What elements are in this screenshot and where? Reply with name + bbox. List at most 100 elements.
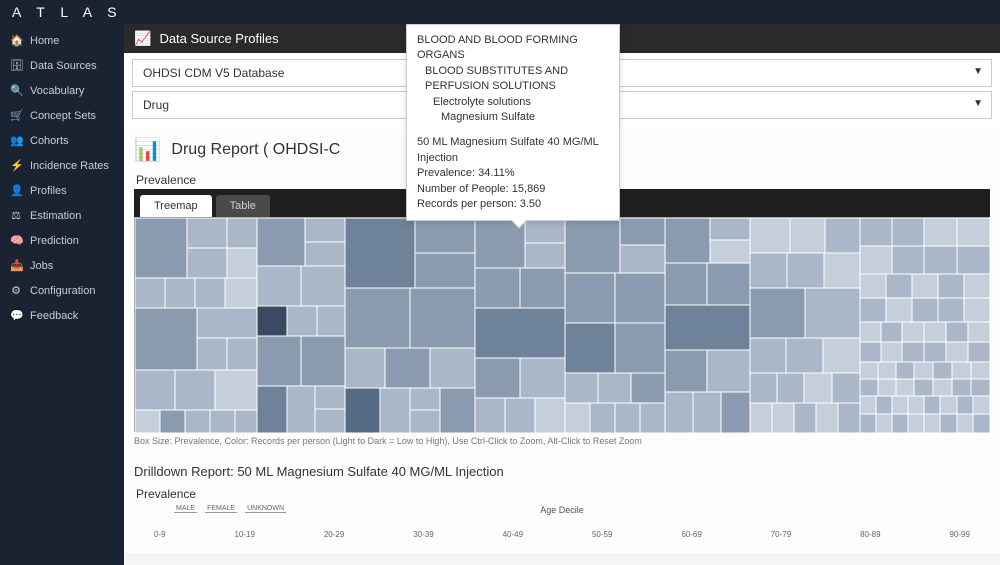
treemap-cell[interactable] [710, 240, 750, 263]
nav-profiles[interactable]: 👤Profiles [0, 178, 124, 203]
treemap-cell[interactable] [305, 242, 345, 266]
treemap-cell[interactable] [946, 322, 968, 342]
nav-data-sources[interactable]: 🗄Data Sources [0, 53, 124, 78]
treemap-cell[interactable] [305, 218, 345, 242]
treemap-cell[interactable] [971, 379, 990, 396]
treemap-cell[interactable] [315, 386, 345, 409]
tab-table[interactable]: Table [216, 195, 270, 217]
treemap-cell[interactable] [410, 410, 440, 433]
treemap-cell[interactable] [590, 403, 615, 433]
treemap-cell[interactable] [287, 306, 317, 336]
treemap-cell[interactable] [860, 298, 886, 322]
treemap-cell[interactable] [860, 396, 876, 414]
treemap-cell[interactable] [957, 218, 990, 246]
treemap-cell[interactable] [924, 414, 940, 433]
treemap-cell[interactable] [896, 362, 914, 379]
treemap-cell[interactable] [565, 323, 615, 373]
treemap-cell[interactable] [257, 218, 305, 266]
treemap-cell[interactable] [938, 298, 964, 322]
treemap-cell[interactable] [957, 414, 973, 433]
nav-prediction[interactable]: 🧠Prediction [0, 228, 124, 253]
treemap-cell[interactable] [475, 308, 565, 358]
treemap-cell[interactable] [135, 410, 160, 433]
nav-incidence-rates[interactable]: ⚡Incidence Rates [0, 153, 124, 178]
treemap-cell[interactable] [825, 218, 860, 253]
treemap-cell[interactable] [924, 322, 946, 342]
treemap-cell[interactable] [707, 350, 750, 392]
treemap-cell[interactable] [665, 218, 710, 263]
treemap-cell[interactable] [804, 373, 832, 403]
treemap-cell[interactable] [924, 396, 940, 414]
treemap-cell[interactable] [912, 274, 938, 298]
treemap-cell[interactable] [892, 218, 924, 246]
treemap-cell[interactable] [215, 370, 257, 410]
treemap-cell[interactable] [886, 274, 912, 298]
treemap-cell[interactable] [964, 298, 990, 322]
treemap-cell[interactable] [225, 278, 257, 308]
treemap-cell[interactable] [257, 336, 301, 386]
treemap-cell[interactable] [525, 218, 565, 243]
treemap-cell[interactable] [315, 409, 345, 433]
nav-home[interactable]: 🏠Home [0, 28, 124, 53]
treemap-cell[interactable] [787, 253, 824, 288]
treemap-cell[interactable] [772, 403, 794, 433]
treemap-cell[interactable] [892, 246, 924, 274]
nav-feedback[interactable]: 💬Feedback [0, 303, 124, 328]
treemap-cell[interactable] [175, 370, 215, 410]
treemap-cell[interactable] [957, 396, 973, 414]
treemap-cell[interactable] [257, 306, 287, 336]
treemap-cell[interactable] [345, 218, 415, 288]
treemap-cell[interactable] [440, 388, 475, 433]
treemap-cell[interactable] [914, 362, 933, 379]
treemap-cell[interactable] [968, 342, 990, 362]
treemap-cell[interactable] [187, 248, 227, 278]
treemap-cell[interactable] [860, 342, 881, 362]
treemap-cell[interactable] [750, 218, 790, 253]
treemap-cell[interactable] [165, 278, 195, 308]
treemap-cell[interactable] [902, 322, 924, 342]
nav-vocabulary[interactable]: 🔍Vocabulary [0, 78, 124, 103]
treemap-cell[interactable] [914, 379, 933, 396]
treemap-cell[interactable] [565, 403, 590, 433]
treemap-cell[interactable] [475, 398, 505, 433]
treemap-cell[interactable] [794, 403, 816, 433]
treemap-cell[interactable] [287, 386, 315, 433]
treemap-cell[interactable] [665, 392, 693, 433]
treemap-cell[interactable] [210, 410, 235, 433]
treemap-cell[interactable] [415, 218, 475, 253]
treemap-cell[interactable] [345, 348, 385, 388]
treemap-cell[interactable] [938, 274, 964, 298]
treemap-cell[interactable] [135, 370, 175, 410]
treemap-cell[interactable] [227, 248, 257, 278]
treemap-cell[interactable] [924, 218, 957, 246]
treemap-cell[interactable] [750, 338, 786, 373]
treemap-cell[interactable] [197, 308, 257, 338]
treemap-cell[interactable] [971, 362, 990, 379]
treemap-cell[interactable] [410, 388, 440, 410]
treemap-cell[interactable] [750, 403, 772, 433]
treemap-cell[interactable] [952, 379, 971, 396]
treemap-cell[interactable] [385, 348, 430, 388]
treemap-cell[interactable] [345, 288, 410, 348]
treemap-cell[interactable] [964, 274, 990, 298]
age-decile-chart[interactable]: MALEFEMALEUNKNOWN Age Decile 0-910-1920-… [134, 505, 990, 545]
treemap-cell[interactable] [908, 396, 924, 414]
treemap-cell[interactable] [615, 273, 665, 323]
nav-cohorts[interactable]: 👥Cohorts [0, 128, 124, 153]
treemap-cell[interactable] [187, 218, 227, 248]
treemap-cell[interactable] [933, 362, 952, 379]
treemap-cell[interactable] [896, 379, 914, 396]
treemap-cell[interactable] [933, 379, 952, 396]
treemap-cell[interactable] [615, 323, 665, 373]
treemap-cell[interactable] [860, 218, 892, 246]
treemap-cell[interactable] [301, 266, 345, 306]
treemap-cell[interactable] [973, 396, 990, 414]
treemap-cell[interactable] [721, 392, 750, 433]
treemap-cell[interactable] [860, 414, 876, 433]
treemap-cell[interactable] [892, 414, 908, 433]
treemap-cell[interactable] [860, 322, 881, 342]
treemap-cell[interactable] [881, 342, 902, 362]
treemap-cell[interactable] [878, 362, 896, 379]
treemap-cell[interactable] [940, 414, 957, 433]
treemap-cell[interactable] [908, 414, 924, 433]
